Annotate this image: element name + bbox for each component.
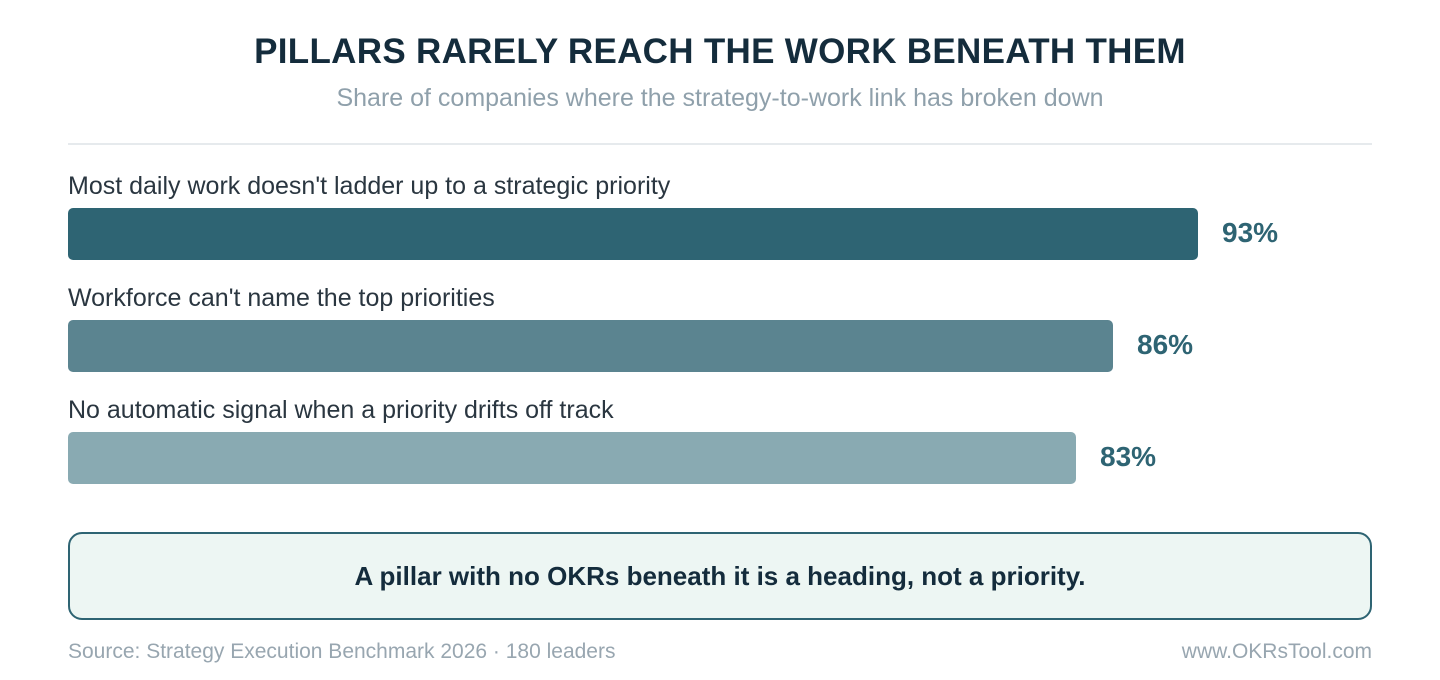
source-note: Source: Strategy Execution Benchmark 202… <box>68 640 616 663</box>
bar <box>68 208 1198 260</box>
value-label: 86% <box>1137 329 1194 360</box>
bar-chart: Most daily work doesn't ladder up to a s… <box>68 172 1279 484</box>
category-label: Most daily work doesn't ladder up to a s… <box>68 172 671 200</box>
bar <box>68 432 1076 484</box>
category-label: No automatic signal when a priority drif… <box>68 396 614 424</box>
chart-subtitle: Share of companies where the strategy-to… <box>336 84 1104 112</box>
site-link[interactable]: www.OKRsTool.com <box>1181 640 1372 663</box>
callout-text: A pillar with no OKRs beneath it is a he… <box>354 560 1086 591</box>
value-label: 93% <box>1222 217 1279 248</box>
divider <box>68 143 1372 145</box>
value-label: 83% <box>1100 441 1157 472</box>
callout-box: A pillar with no OKRs beneath it is a he… <box>68 532 1372 620</box>
bar <box>68 320 1113 372</box>
chart-title: PILLARS RARELY REACH THE WORK BENEATH TH… <box>254 32 1186 71</box>
category-label: Workforce can't name the top priorities <box>68 284 495 312</box>
